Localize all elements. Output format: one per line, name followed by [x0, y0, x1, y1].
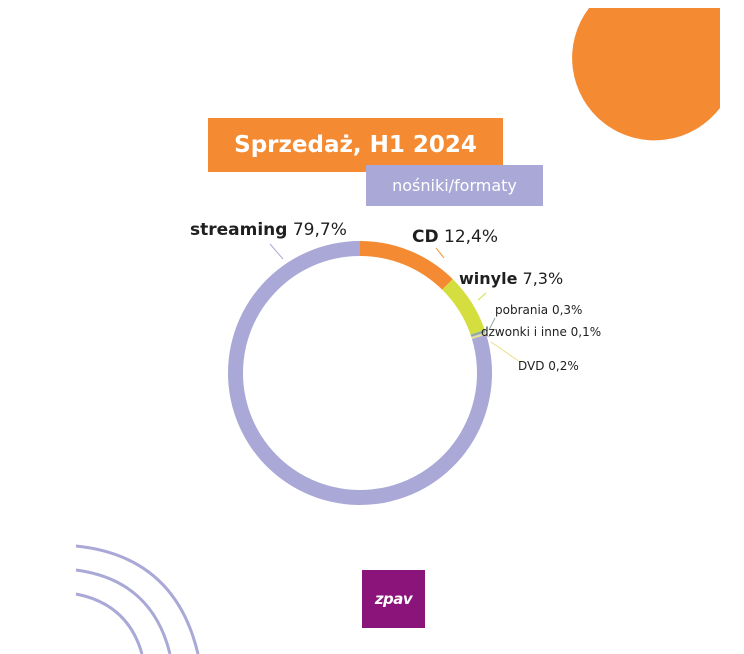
label-value: 12,4%: [439, 227, 498, 247]
orange-quarter-circle: [572, 8, 720, 141]
slice-dzwonki-i-inne: [471, 332, 486, 338]
slice-labels: CD 12,4% winyle 7,3% pobrania 0,3% dzwonki …: [190, 220, 601, 373]
label-value: 0,2%: [544, 359, 578, 373]
label-dzwonki-i-inne: dzwonki i inne 0,1%: [481, 325, 601, 339]
chart-title: Sprzedaż, H1 2024: [208, 118, 503, 172]
leader-line-dzwonki-i-inne: [482, 334, 491, 338]
label-value: 7,3%: [517, 269, 563, 288]
label-CD: CD 12,4%: [412, 227, 498, 247]
donut-slices: [228, 241, 492, 505]
slice-DVD: [471, 332, 487, 339]
label-DVD: DVD 0,2%: [518, 359, 579, 373]
label-name: pobrania: [495, 303, 548, 317]
label-name: CD: [412, 227, 439, 247]
leader-line-pobrania: [488, 317, 496, 331]
label-name: DVD: [518, 359, 544, 373]
slice-pobrania: [470, 329, 486, 337]
leader-lines: [269, 243, 521, 363]
slice-CD: [360, 241, 453, 290]
label-name: dzwonki i inne: [481, 325, 567, 339]
leader-line-winyle: [477, 292, 487, 301]
slice-winyle: [442, 279, 485, 335]
label-streaming: streaming 79,7%: [190, 220, 347, 240]
label-value: 0,1%: [567, 325, 601, 339]
leader-line-streaming: [269, 243, 284, 260]
label-pobrania: pobrania 0,3%: [495, 303, 582, 317]
label-name: winyle: [459, 269, 518, 288]
zpav-logo: zpav: [362, 570, 425, 628]
label-value: 0,3%: [548, 303, 582, 317]
leader-line-DVD: [490, 341, 521, 363]
chart-subtitle: nośniki/formaty: [366, 165, 543, 206]
leader-line-CD: [435, 247, 445, 259]
label-name: streaming: [190, 220, 287, 240]
label-value: 79,7%: [287, 220, 346, 240]
label-winyle: winyle 7,3%: [459, 269, 563, 288]
lavender-arcs: [75, 544, 200, 654]
